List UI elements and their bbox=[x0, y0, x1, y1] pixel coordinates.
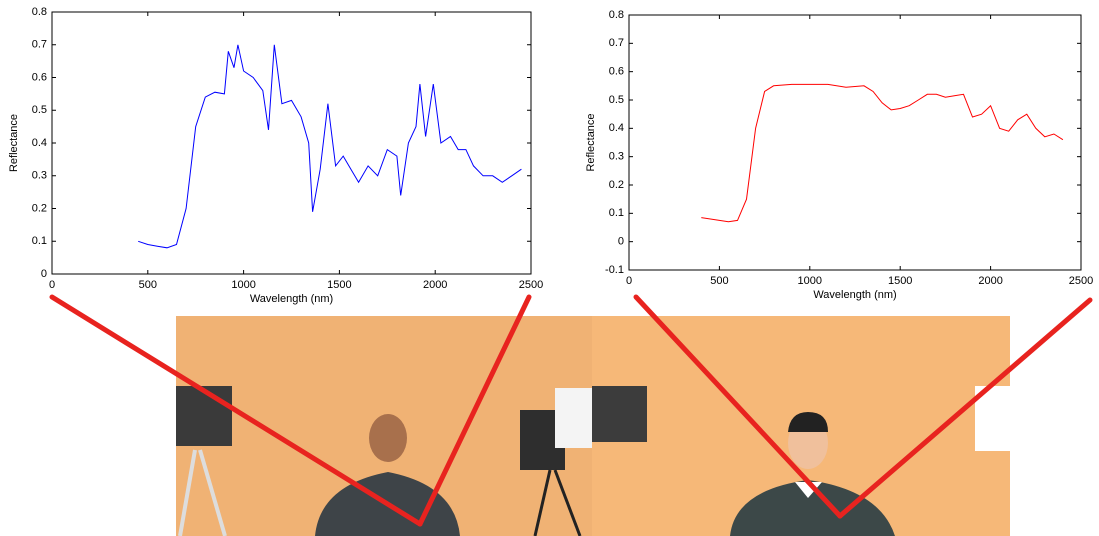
plot-area bbox=[52, 12, 531, 274]
x-tick-label: 1000 bbox=[798, 275, 822, 287]
y-tick-label: 0.6 bbox=[609, 66, 624, 78]
x-tick-label: 0 bbox=[626, 275, 632, 287]
x-tick-label: 500 bbox=[139, 279, 157, 291]
y-tick-label: 0.1 bbox=[32, 235, 47, 247]
y-tick-label: 0.3 bbox=[32, 170, 47, 182]
x-tick-label: 0 bbox=[49, 279, 55, 291]
y-tick-label: 0.2 bbox=[609, 179, 624, 191]
y-tick-label: 0.7 bbox=[609, 37, 624, 49]
y-tick-label: 0.8 bbox=[32, 6, 47, 18]
y-tick-label: 0.4 bbox=[609, 122, 624, 134]
y-axis-label: Reflectance bbox=[8, 114, 20, 172]
y-tick-label: 0 bbox=[618, 236, 624, 248]
y-tick-label: -0.1 bbox=[605, 264, 624, 276]
y-tick-label: 0.8 bbox=[609, 9, 624, 21]
y-tick-label: 0.2 bbox=[32, 202, 47, 214]
x-tick-label: 2000 bbox=[423, 279, 447, 291]
y-tick-label: 0.5 bbox=[32, 104, 47, 116]
y-tick-label: 0.1 bbox=[609, 207, 624, 219]
y-tick-label: 0.5 bbox=[609, 94, 624, 106]
plot-area bbox=[629, 15, 1081, 270]
light bbox=[555, 388, 592, 448]
x-tick-label: 2500 bbox=[1069, 275, 1093, 287]
y-tick-label: 0.3 bbox=[609, 151, 624, 163]
y-tick-label: 0.7 bbox=[32, 39, 47, 51]
x-tick-label: 2000 bbox=[978, 275, 1002, 287]
x-tick-label: 1000 bbox=[231, 279, 255, 291]
photos bbox=[176, 316, 1010, 536]
camera bbox=[176, 386, 232, 446]
x-tick-label: 500 bbox=[710, 275, 728, 287]
y-tick-label: 0.4 bbox=[32, 137, 47, 149]
x-tick-label: 2500 bbox=[519, 279, 543, 291]
figure: 0 500 1000 1500 2000 2500 0 0.1 0.2 0.3 0.4 0.5 0.6 0… bbox=[0, 0, 1099, 536]
x-tick-label: 1500 bbox=[888, 275, 912, 287]
head bbox=[369, 414, 407, 462]
y-axis-label: Reflectance bbox=[585, 113, 597, 171]
camera bbox=[592, 386, 647, 442]
x-axis-label: Wavelength (nm) bbox=[250, 293, 333, 305]
y-tick-label: 0 bbox=[41, 268, 47, 280]
x-axis-label: Wavelength (nm) bbox=[813, 289, 896, 301]
y-tick-label: 0.6 bbox=[32, 71, 47, 83]
x-tick-label: 1500 bbox=[327, 279, 351, 291]
